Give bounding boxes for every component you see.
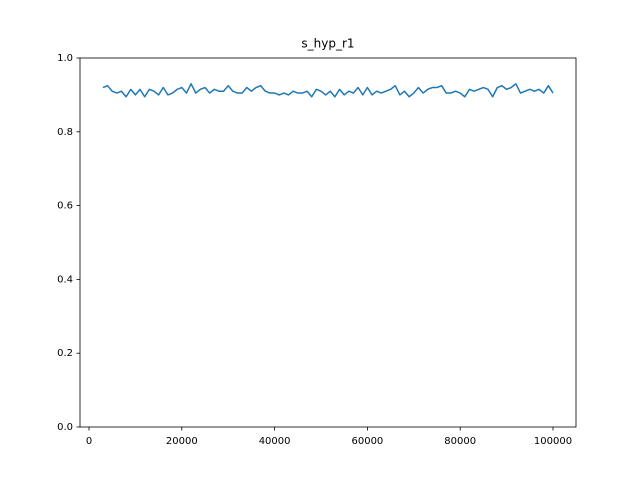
y-tick-label: 0.2 xyxy=(57,348,73,359)
y-tick-label: 0.8 xyxy=(57,127,73,138)
y-tick-label: 0.4 xyxy=(57,274,73,285)
x-tick-label: 20000 xyxy=(166,436,198,447)
x-tick-label: 0 xyxy=(86,436,92,447)
x-tick-label: 60000 xyxy=(351,436,383,447)
y-tick-label: 1.0 xyxy=(57,53,73,64)
line-series xyxy=(102,83,554,98)
chart-title: s_hyp_r1 xyxy=(301,37,354,51)
y-tick-label: 0.6 xyxy=(57,201,73,212)
x-tick-label: 80000 xyxy=(444,436,476,447)
plot-frame xyxy=(79,57,577,428)
x-tick-label: 40000 xyxy=(259,436,291,447)
x-tick-label: 100000 xyxy=(534,436,572,447)
y-tick-label: 0.0 xyxy=(57,422,73,433)
